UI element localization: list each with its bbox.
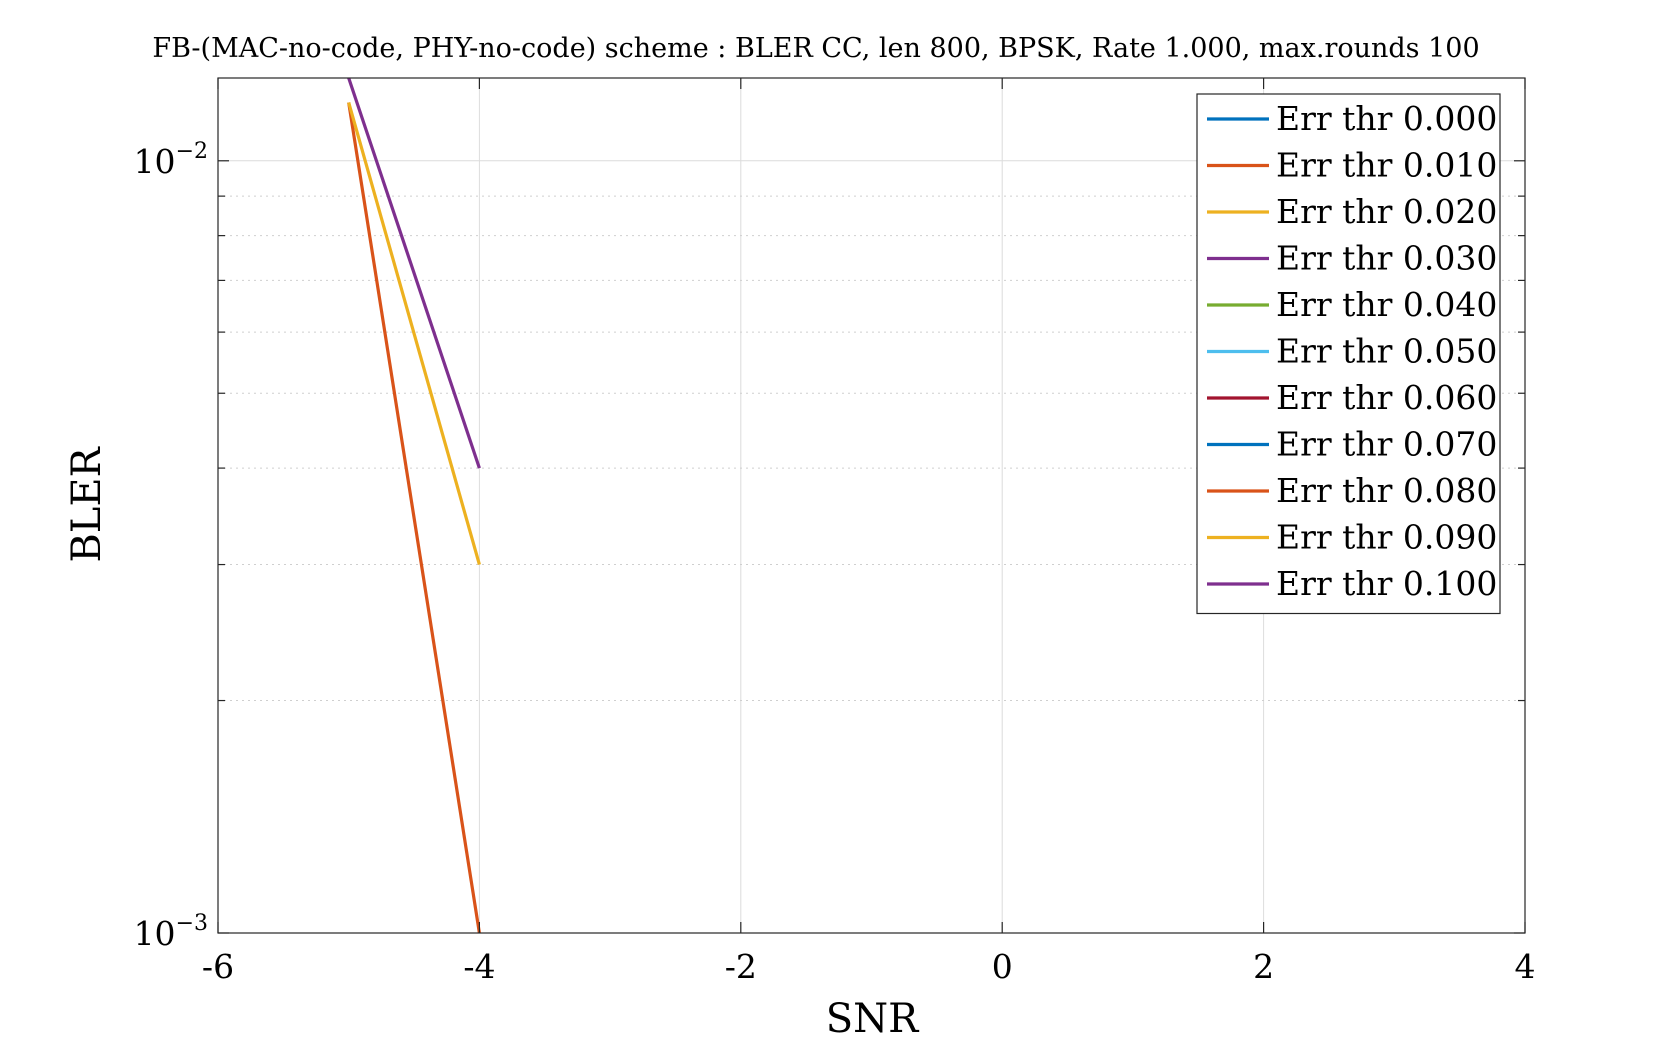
y-axis-label: BLER	[64, 445, 110, 562]
series-line	[347, 102, 481, 934]
legend-label: Err thr 0.050	[1276, 332, 1497, 371]
legend-label: Err thr 0.010	[1276, 146, 1497, 185]
x-axis-label: SNR	[826, 996, 920, 1042]
y-tick-label: 10−2	[134, 139, 208, 181]
x-tick-label: -6	[202, 947, 234, 986]
legend: Err thr 0.000 Err thr 0.010 Err thr 0.020 E…	[1196, 93, 1501, 615]
series-line	[347, 102, 481, 566]
axes-box	[217, 77, 1526, 934]
chart-title: FB-(MAC-no-code, PHY-no-code) scheme : B…	[152, 33, 1479, 64]
grid	[218, 78, 1525, 933]
x-tick-label: 2	[1253, 947, 1274, 986]
legend-label: Err thr 0.020	[1276, 192, 1497, 231]
x-tick-label: 0	[992, 947, 1013, 986]
legend-label: Err thr 0.040	[1276, 285, 1497, 324]
legend-box	[1196, 93, 1501, 615]
series-line	[347, 77, 481, 469]
legend-label: Err thr 0.070	[1276, 425, 1497, 464]
series-layer	[347, 77, 481, 934]
x-tick-label: -4	[463, 947, 495, 986]
legend-label: Err thr 0.090	[1276, 518, 1497, 557]
legend-label: Err thr 0.080	[1276, 471, 1497, 510]
legend-label: Err thr 0.060	[1276, 378, 1497, 417]
tick-labels: -6 -4 -2 0 2 4 10−3 10−2	[134, 139, 1536, 986]
x-tick-label: -2	[725, 947, 757, 986]
legend-label: Err thr 0.030	[1276, 239, 1497, 278]
x-tick-label: 4	[1515, 947, 1536, 986]
legend-label: Err thr 0.100	[1276, 564, 1497, 603]
y-tick-label: 10−3	[134, 911, 208, 953]
ticks	[217, 78, 1526, 934]
legend-label: Err thr 0.000	[1276, 99, 1497, 138]
